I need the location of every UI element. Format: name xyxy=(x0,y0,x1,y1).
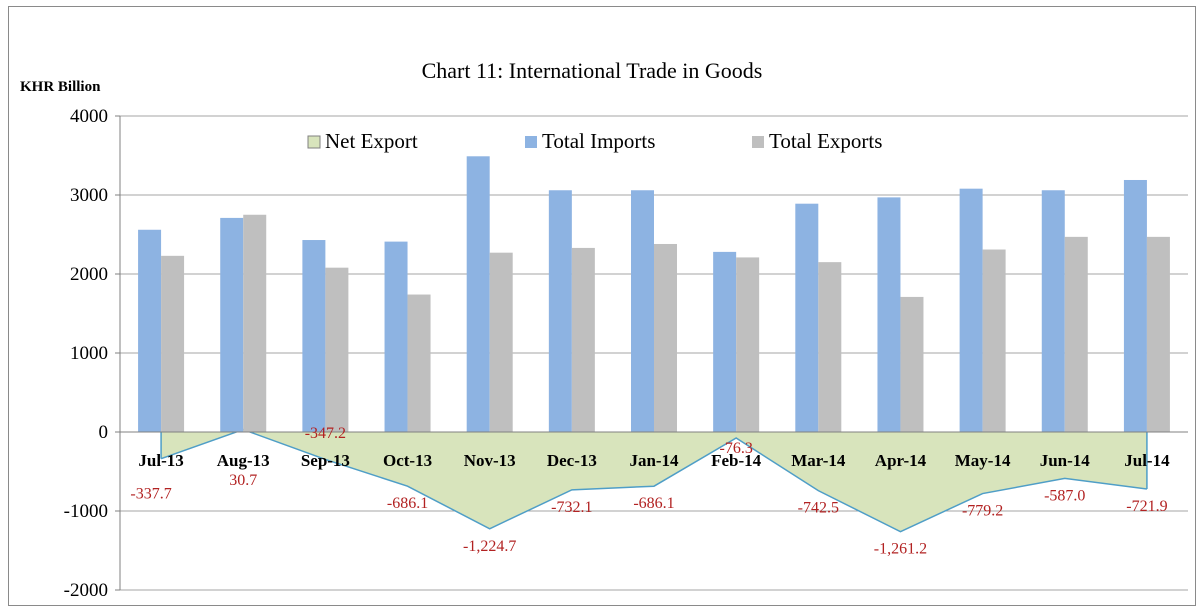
bar-total-imports xyxy=(795,203,819,432)
net-export-data-label: -76.3 xyxy=(719,440,752,457)
bar-total-imports xyxy=(713,251,737,432)
legend-swatch xyxy=(752,136,764,148)
bar-total-exports xyxy=(654,243,677,432)
bar-total-exports xyxy=(900,296,924,432)
bar-total-exports xyxy=(325,267,349,432)
data-labels: Jul-13 Aug-13 Sep-13 Oct-13 Nov-13 Dec-13 Jan-… xyxy=(130,425,1170,558)
y-tick-label: 1000 xyxy=(70,343,108,364)
net-export-data-label: -337.7 xyxy=(130,486,171,503)
bar-total-exports xyxy=(1064,236,1088,432)
x-tick-label: Apr-14 xyxy=(875,451,927,470)
bar-total-imports xyxy=(466,156,490,433)
bar-total-imports xyxy=(384,241,408,432)
net-export-data-label: 30.7 xyxy=(229,472,257,489)
legend-swatch xyxy=(307,135,321,149)
bar-total-imports xyxy=(1123,179,1147,432)
legend-label: Net Export xyxy=(325,129,418,153)
x-tick-label: Nov-13 xyxy=(464,451,516,470)
bar-total-imports xyxy=(877,197,901,432)
chart-title: Chart 11: International Trade in Goods xyxy=(422,58,763,83)
bar-total-exports xyxy=(243,214,267,432)
x-tick-label: Aug-13 xyxy=(217,451,270,470)
net-export-data-label: -1,261.2 xyxy=(874,541,927,558)
bar-total-exports xyxy=(982,249,1006,432)
bar-total-imports xyxy=(631,190,654,432)
y-tick-label: 3000 xyxy=(70,185,108,206)
net-export-data-label: -686.1 xyxy=(633,495,674,512)
net-export-data-label: -587.0 xyxy=(1044,487,1085,504)
x-tick-label: May-14 xyxy=(955,451,1011,470)
bar-total-exports xyxy=(489,252,513,432)
net-export-line xyxy=(160,428,1148,533)
bar-total-exports xyxy=(407,294,431,432)
y-axis-unit-label: KHR Billion xyxy=(20,79,101,95)
legend: Net Export Total Imports Total Exports xyxy=(307,129,882,153)
legend-label: Total Exports xyxy=(769,129,882,153)
x-tick-label: Jan-14 xyxy=(629,451,679,470)
bar-total-imports xyxy=(548,190,572,432)
x-tick-label: Feb-14 xyxy=(711,451,762,470)
legend-swatch xyxy=(525,136,537,148)
y-tick-label: 0 xyxy=(99,422,109,443)
net-export-area-fill xyxy=(161,429,1147,532)
net-export-area xyxy=(160,428,1148,533)
x-tick-label: Oct-13 xyxy=(383,451,432,470)
bar-total-exports xyxy=(161,255,185,432)
y-tick-label: 4000 xyxy=(70,106,108,127)
net-export-data-label: -779.2 xyxy=(962,503,1003,520)
y-tick-label: -2000 xyxy=(64,580,108,601)
x-tick-label: Sep-13 xyxy=(301,451,350,470)
bar-total-imports xyxy=(302,240,326,432)
x-tick-label: Jun-14 xyxy=(1040,451,1091,470)
x-tick-label: Jul-14 xyxy=(1124,451,1170,470)
x-tick-label: Dec-13 xyxy=(547,451,597,470)
gridlines xyxy=(120,115,1188,591)
bar-total-imports xyxy=(220,217,244,432)
net-export-data-label: -686.1 xyxy=(387,495,428,512)
axes: 4000 3000 2000 1000 0 -1000 -2000 xyxy=(64,106,1188,601)
net-export-data-label: -347.2 xyxy=(305,425,346,442)
bar-total-exports xyxy=(736,257,760,432)
x-tick-label: Mar-14 xyxy=(791,451,846,470)
net-export-data-label: -732.1 xyxy=(551,499,592,516)
y-tick-label: 2000 xyxy=(70,264,108,285)
y-tick-label: -1000 xyxy=(64,501,108,522)
bar-total-exports xyxy=(818,262,842,432)
x-tick-label: Jul-13 xyxy=(138,451,183,470)
bar-total-imports xyxy=(1041,190,1065,432)
bar-total-imports xyxy=(138,229,162,432)
bar-total-imports xyxy=(959,188,983,432)
net-export-data-label: -742.5 xyxy=(798,500,839,517)
bars xyxy=(138,156,1170,433)
net-export-data-label: -721.9 xyxy=(1126,498,1167,515)
bar-total-exports xyxy=(1146,236,1170,432)
bar-total-exports xyxy=(571,247,595,432)
legend-label: Total Imports xyxy=(542,129,655,153)
net-export-data-label: -1,224.7 xyxy=(463,538,516,555)
